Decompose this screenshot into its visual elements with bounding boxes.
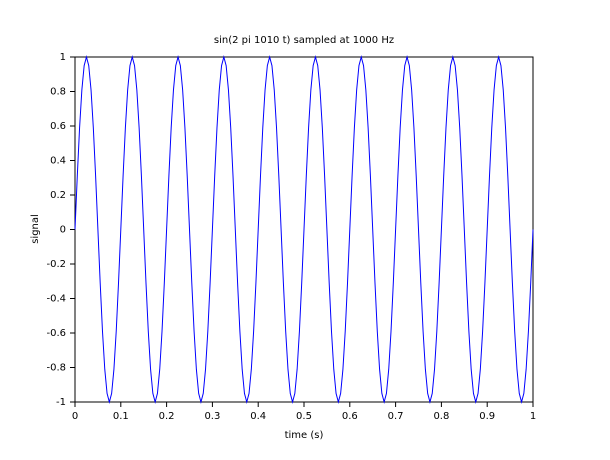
y-tick-label: 0.4 [50,156,66,167]
x-tick-label: 0.1 [113,411,129,422]
y-axis-label: signal [30,214,41,244]
y-tick-label: 0.8 [50,87,66,98]
y-tick-label: -1 [56,397,66,408]
x-tick-label: 0.3 [204,411,220,422]
y-tick-label: 0 [60,225,66,236]
x-axis-label: time (s) [285,430,324,441]
y-tick-label: -0.2 [46,259,66,270]
y-tick-label: 0.2 [50,190,66,201]
chart-title: sin(2 pi 1010 t) sampled at 1000 Hz [214,35,394,46]
y-tick-label: -0.6 [46,328,66,339]
x-tick-label: 0.7 [388,411,404,422]
x-tick-label: 0.8 [433,411,449,422]
x-tick-label: 0.6 [342,411,358,422]
x-tick-label: 0.4 [250,411,266,422]
y-tick-label: 0.6 [50,121,66,132]
y-tick-label: -0.8 [46,363,66,374]
signal-line [74,55,534,404]
x-tick-label: 1 [530,411,536,422]
y-tick-label: 1 [60,52,66,63]
x-tick-label: 0.9 [479,411,495,422]
x-tick-label: 0.5 [296,411,312,422]
y-tick-label: -0.4 [46,294,66,305]
x-tick-label: 0 [72,411,78,422]
x-tick-label: 0.2 [159,411,175,422]
